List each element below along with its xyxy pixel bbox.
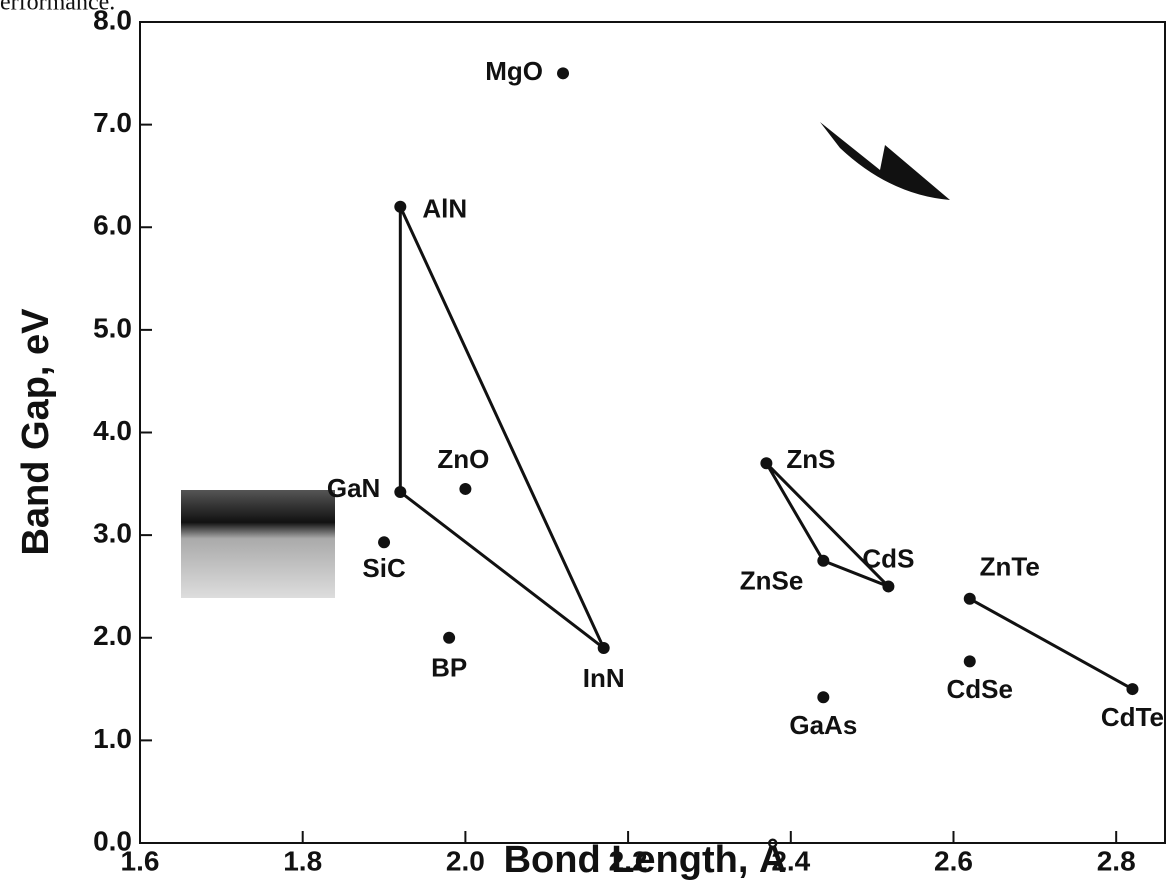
- point-label: CdTe: [1101, 702, 1164, 732]
- data-point: [963, 592, 976, 605]
- point-label: SiC: [362, 553, 406, 583]
- point-label: GaN: [327, 473, 380, 503]
- y-tick-label: 5.0: [93, 312, 132, 343]
- header-fragment: erformance.: [0, 0, 115, 16]
- y-tick-label: 2.0: [93, 620, 132, 651]
- tie-line: [398, 206, 606, 650]
- point-label: BP: [431, 653, 467, 683]
- point-label: AlN: [422, 194, 467, 224]
- x-tick-label: 1.8: [283, 845, 322, 876]
- data-point: [1126, 683, 1139, 696]
- y-tick-label: 6.0: [93, 210, 132, 241]
- data-point: [882, 580, 895, 593]
- y-tick-label: 8.0: [93, 4, 132, 35]
- x-tick-label: 2.0: [446, 845, 485, 876]
- x-tick-label: 2.2: [609, 845, 648, 876]
- plot-frame: [139, 21, 1166, 844]
- y-tick-label: 4.0: [93, 415, 132, 446]
- point-label: CdSe: [947, 674, 1013, 704]
- y-axis-label: Band Gap, eV: [15, 308, 57, 556]
- data-point: [597, 642, 610, 655]
- y-tick-label: 3.0: [93, 518, 132, 549]
- data-point: [394, 486, 407, 499]
- point-label: CdS: [862, 543, 914, 573]
- y-tick-label: 1.0: [93, 723, 132, 754]
- data-point: [817, 554, 830, 567]
- x-axis-label: Bond Length, Å: [504, 837, 787, 881]
- data-point: [394, 200, 407, 213]
- data-point: [817, 691, 830, 704]
- decoration: [820, 122, 950, 200]
- data-point: [557, 67, 570, 80]
- point-label: ZnTe: [980, 552, 1040, 582]
- data-point: [443, 631, 456, 644]
- data-point: [963, 655, 976, 668]
- data-point: [459, 482, 472, 495]
- point-label: GaAs: [789, 710, 857, 740]
- x-tick-label: 2.8: [1097, 845, 1136, 876]
- data-point: [760, 457, 773, 470]
- x-tick-label: 1.6: [121, 845, 160, 876]
- x-tick-label: 2.6: [934, 845, 973, 876]
- tie-line: [765, 462, 890, 588]
- x-tick-label: 2.4: [771, 845, 810, 876]
- data-point: [378, 536, 391, 549]
- point-label: MgO: [485, 56, 543, 86]
- y-tick-label: 7.0: [93, 107, 132, 138]
- point-label: ZnSe: [740, 566, 804, 596]
- visible-band: [181, 490, 335, 598]
- y-tick-label: 0.0: [93, 825, 132, 856]
- point-label: ZnO: [437, 444, 489, 474]
- point-label: ZnS: [786, 444, 835, 474]
- point-label: InN: [583, 663, 625, 693]
- tie-line: [969, 597, 1134, 691]
